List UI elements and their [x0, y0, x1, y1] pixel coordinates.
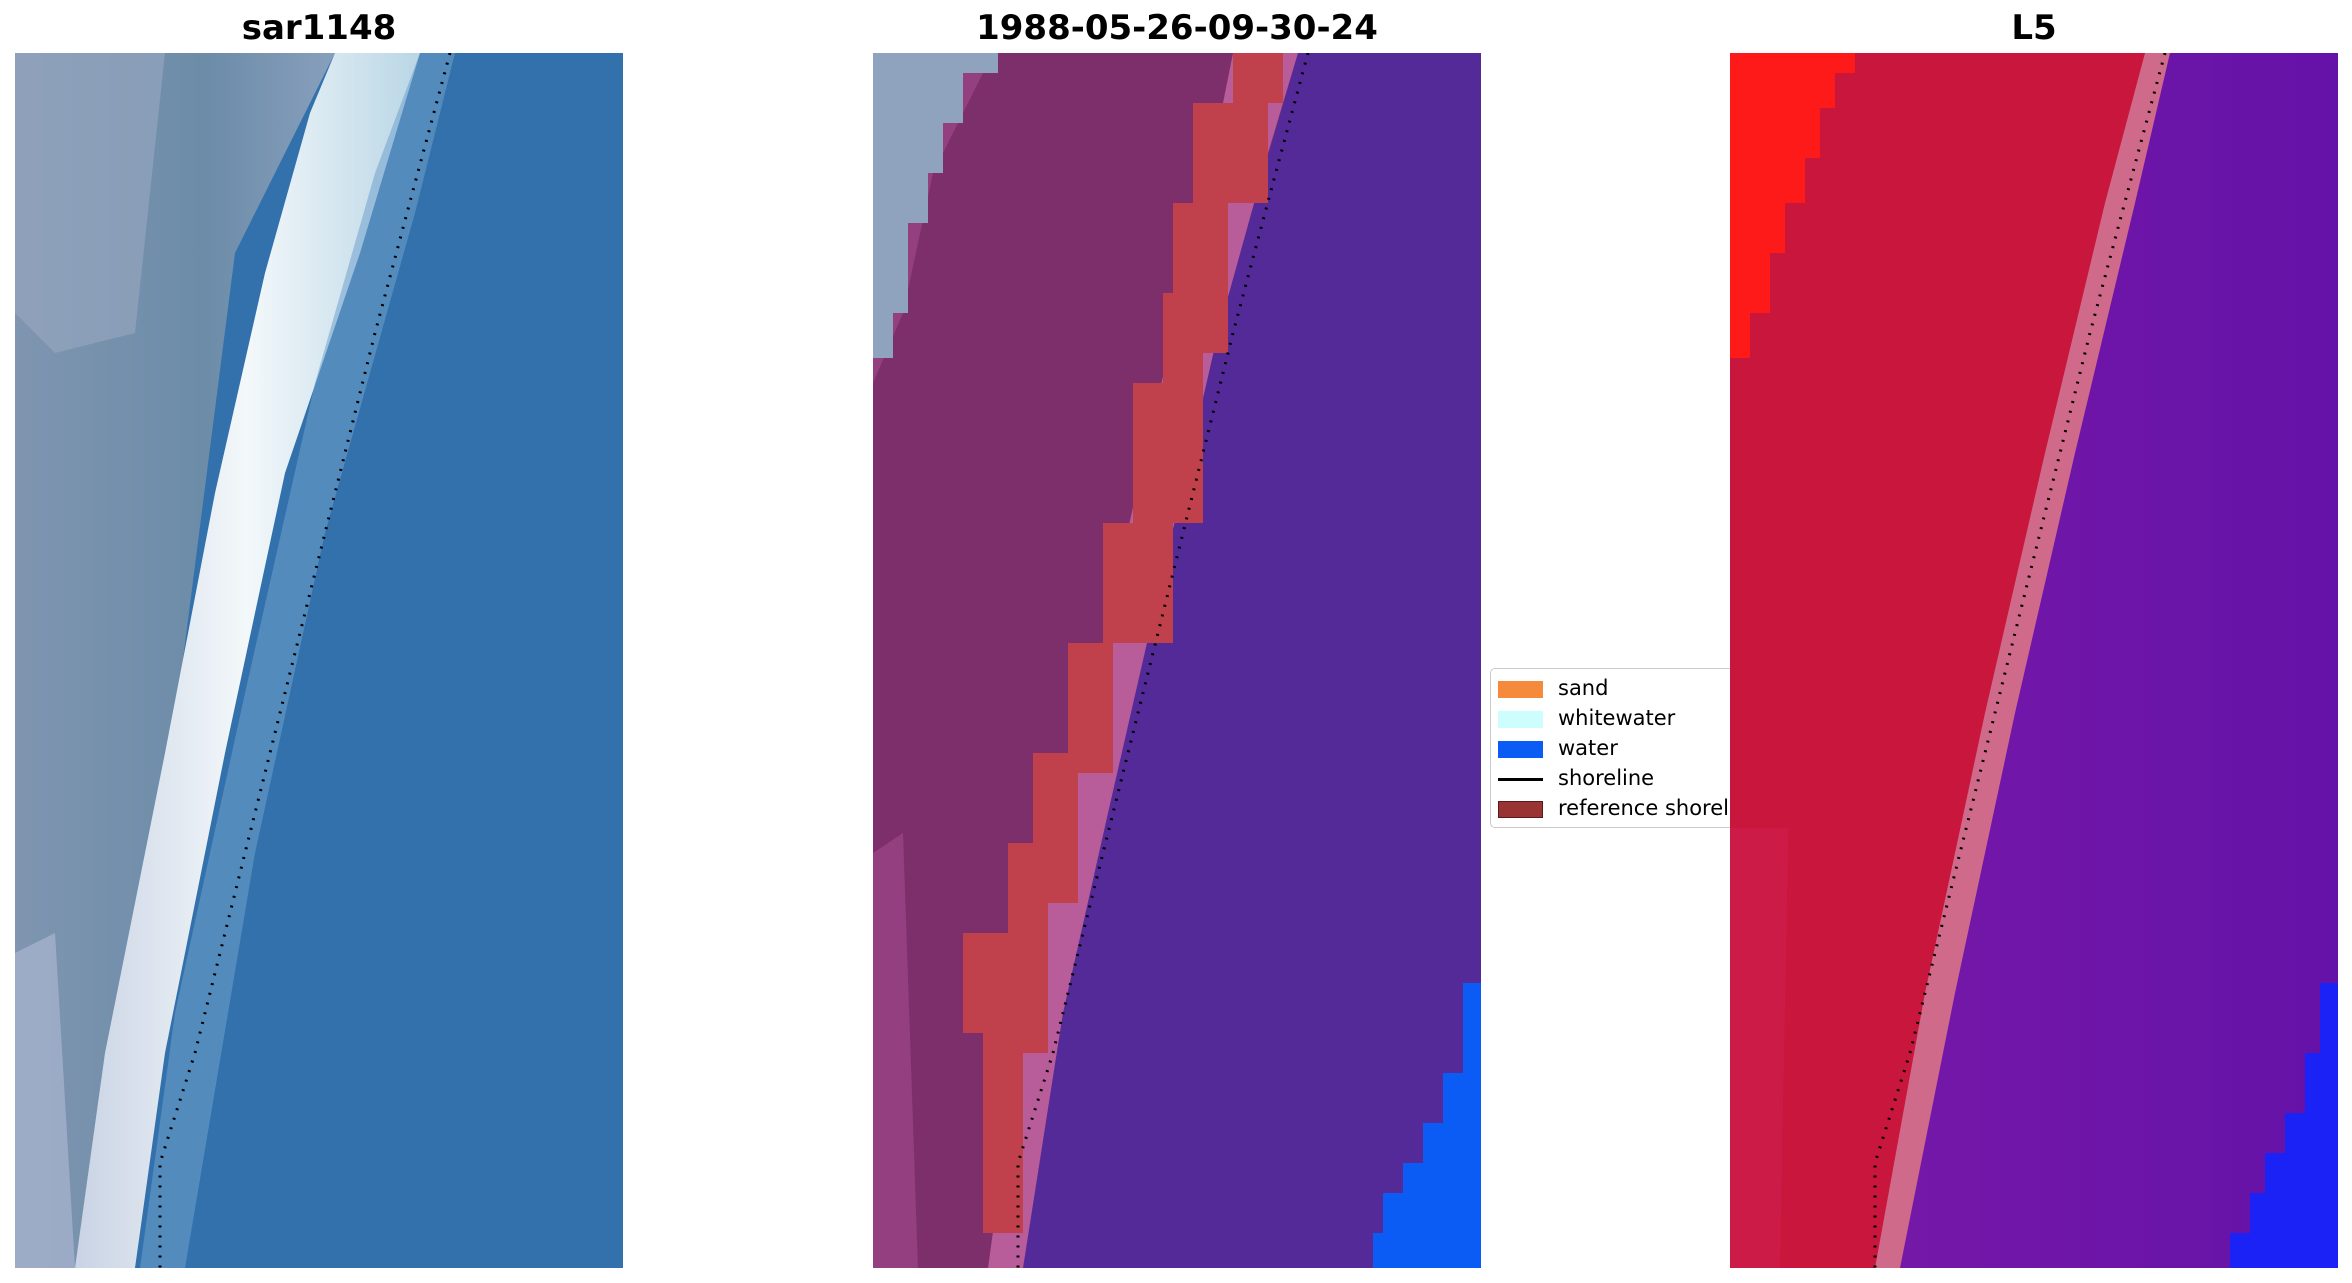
- rgb-light-land-patch: [15, 53, 165, 353]
- class-reference-band: [963, 53, 1283, 1233]
- rgb-land-area: [15, 53, 335, 1268]
- rgb-light-land-patch-lower: [15, 933, 75, 1268]
- index-deep-water-area: [2230, 983, 2338, 1268]
- rgb-image-panel: [15, 53, 623, 1268]
- classification-shoreline-line: [1016, 53, 1310, 1268]
- legend-item-shoreline: shoreline: [1491, 763, 1789, 793]
- legend-label-sand: sand: [1558, 676, 1609, 700]
- index-panel-legend-overlap: [1730, 668, 1800, 828]
- legend-item-sand: sand: [1491, 673, 1789, 703]
- rgb-water-edge: [140, 53, 455, 1268]
- legend-swatch-reference-shoreline: [1498, 801, 1543, 818]
- index-land-area: [1730, 53, 2160, 1268]
- class-pink-edge: [988, 53, 1298, 1268]
- class-land-lower-lighter: [873, 833, 918, 1268]
- legend-label-water: water: [1558, 736, 1618, 760]
- classification-image: [873, 53, 1481, 1268]
- classification-panel: [873, 53, 1481, 1268]
- legend-item-whitewater: whitewater: [1491, 703, 1789, 733]
- index-shoreline-line: [1873, 53, 2167, 1268]
- legend-label-reference-shoreline: reference shoreline: [1558, 796, 1762, 820]
- rgb-shoreline-overlay: [158, 53, 452, 1268]
- rgb-image: [15, 53, 623, 1268]
- index-shoreline-overlay: [1873, 53, 2167, 1268]
- legend-label-shoreline: shoreline: [1558, 766, 1655, 790]
- legend-swatch-whitewater: [1498, 711, 1543, 728]
- rgb-shoreline-line: [158, 53, 452, 1268]
- class-water-area: [1373, 983, 1481, 1268]
- rgb-whitewater-band: [75, 53, 420, 1268]
- index-image: [1730, 53, 2338, 1268]
- legend-item-reference-shoreline: reference shoreline: [1491, 793, 1789, 823]
- legend-swatch-water: [1498, 741, 1543, 758]
- index-panel-overlap-fill: [1730, 668, 1800, 828]
- index-panel: [1730, 53, 2338, 1268]
- legend-item-water: water: [1491, 733, 1789, 763]
- legend-swatch-sand: [1498, 681, 1543, 698]
- index-band: [1875, 53, 2170, 1268]
- index-land-lower-tint: [1730, 743, 1790, 1268]
- panel-title-index: L5: [2011, 8, 2057, 48]
- legend-label-whitewater: whitewater: [1558, 706, 1676, 730]
- index-bright-land: [1730, 53, 1855, 358]
- panel-title-rgb: sar1148: [241, 8, 397, 48]
- panel-title-classification: 1988-05-26-09-30-24: [976, 8, 1378, 48]
- class-gray-land-patch: [873, 53, 998, 358]
- classification-shoreline-overlay: [1016, 53, 1310, 1268]
- legend-swatch-shoreline: [1498, 778, 1543, 781]
